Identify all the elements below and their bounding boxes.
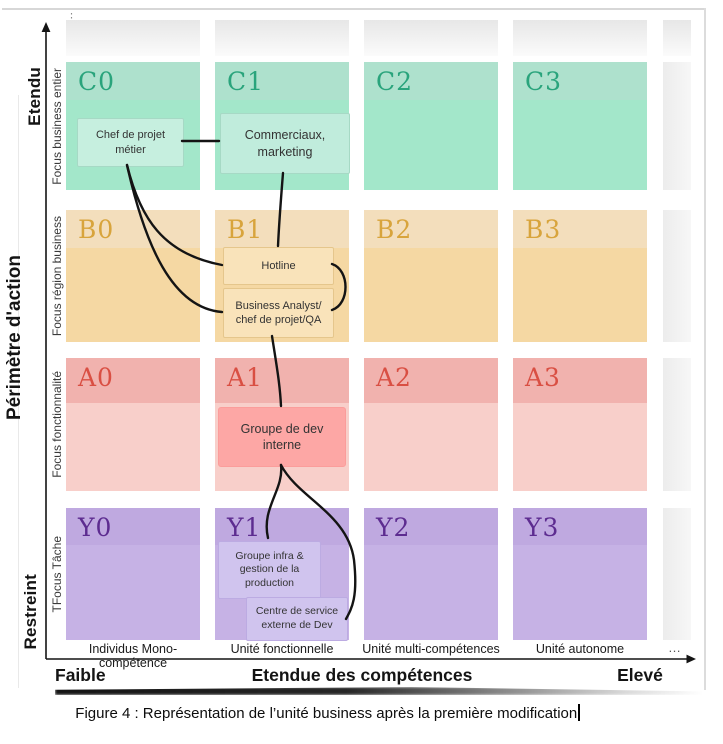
- y-axis-top-label-text: Etendu: [25, 66, 44, 126]
- box-business-analyst: Business Analyst/chef de projet/QA: [223, 288, 334, 338]
- top-continuation-ellipsis: ⋮: [66, 12, 77, 24]
- column-label-unite-fonctionnelle: Unité fonctionnelle: [230, 642, 334, 656]
- y-axis-title-text: Périmètre d'action: [4, 254, 25, 421]
- x-axis-arrowhead: [686, 654, 696, 664]
- cell-B0: B0: [66, 210, 200, 342]
- row-label-focus-fonctionnalite: Focus fonctionnalité: [49, 371, 64, 478]
- cell-code: C2: [376, 67, 414, 96]
- cell-band: [215, 62, 349, 100]
- column-label-individus: Individus Mono-compétence: [88, 642, 178, 670]
- cell-B3: B3: [513, 210, 647, 342]
- figure-caption[interactable]: Figure 4 : Représentation de l’unité bus…: [0, 704, 655, 722]
- cell-C3: C3: [513, 62, 647, 190]
- cell-code: Y0: [78, 513, 113, 542]
- partial-cell-right: [663, 210, 691, 342]
- cell-code: B2: [376, 215, 413, 244]
- partial-cell-top: [215, 20, 349, 56]
- cell-A0: A0: [66, 358, 200, 491]
- cell-band: [513, 508, 647, 545]
- cell-band: [66, 508, 200, 545]
- figure-border-left: [18, 95, 19, 688]
- cell-band: [364, 358, 498, 403]
- cell-A2: A2: [364, 358, 498, 491]
- row-label-focus-region-business: Focus région business: [49, 215, 64, 337]
- x-axis-title: Etendue des compétences: [251, 665, 473, 685]
- cell-code: C3: [525, 67, 563, 96]
- cell-A3: A3: [513, 358, 647, 491]
- row-label-focus-business-entier: Focus business entier: [49, 67, 64, 185]
- partial-cell-right: [663, 62, 691, 190]
- cell-band: [513, 210, 647, 248]
- cell-band: [66, 62, 200, 100]
- column-label-unite-autonome: Unité autonome: [535, 642, 625, 656]
- figure-border-right: [704, 8, 706, 690]
- cell-code: B3: [525, 215, 562, 244]
- cell-Y3: Y3: [513, 508, 647, 640]
- y-axis-arrowhead: [41, 22, 51, 32]
- box-groupe-de-dev-interne: Groupe de dev interne: [218, 407, 346, 467]
- figure-caption-text: Figure 4 : Représentation de l’unité bus…: [75, 705, 578, 722]
- column-label-unite-multi-competences: Unité multi-compétences: [362, 642, 500, 656]
- row-label-focus-tache: TFocus Tâche: [49, 535, 64, 613]
- box-commerciaux-marketing: Commerciaux, marketing: [220, 113, 350, 174]
- cell-band: [364, 210, 498, 248]
- y-axis-bottom-label-text: Restreint: [21, 574, 40, 650]
- cell-band: [66, 358, 200, 403]
- figure-border-top: [2, 8, 706, 10]
- cell-code: Y2: [376, 513, 411, 542]
- box-groupe-infra: Groupe infra & gestion de la production: [218, 541, 321, 599]
- partial-cell-top: [513, 20, 647, 56]
- partial-cell-right: [663, 358, 691, 491]
- y-axis-bottom-label: Restreint: [20, 570, 42, 654]
- x-axis-right-label: Elevé: [617, 665, 663, 685]
- cell-C2: C2: [364, 62, 498, 190]
- x-axis-left-label: Faible: [55, 665, 106, 685]
- cell-code: Y3: [525, 513, 560, 542]
- cell-B2: B2: [364, 210, 498, 342]
- cell-band: [513, 358, 647, 403]
- cell-code: A0: [78, 363, 114, 392]
- partial-cell-top: [364, 20, 498, 56]
- cell-Y2: Y2: [364, 508, 498, 640]
- right-continuation-ellipsis: …: [668, 640, 681, 655]
- cell-code: Y1: [227, 513, 262, 542]
- cell-code: B0: [78, 215, 115, 244]
- box-chef-de-projet-metier: Chef de projet métier: [77, 118, 184, 167]
- cell-code: A1: [227, 363, 263, 392]
- figure-drop-shadow: [55, 687, 703, 695]
- box-hotline: Hotline: [223, 247, 334, 285]
- y-axis-title: Périmètre d'action: [2, 240, 28, 435]
- cell-Y0: Y0: [66, 508, 200, 640]
- cell-code: C0: [78, 67, 116, 96]
- cell-band: [364, 62, 498, 100]
- partial-cell-corner: [663, 20, 691, 56]
- partial-cell-right: [663, 508, 691, 640]
- y-axis-top-label: Etendu: [24, 40, 46, 152]
- cell-band: [364, 508, 498, 545]
- partial-cell-top: [66, 20, 200, 56]
- cell-code: B1: [227, 215, 264, 244]
- text-cursor: [578, 704, 580, 721]
- cell-code: A2: [376, 363, 412, 392]
- box-centre-de-service-externe: Centre de service externe de Dev: [246, 597, 348, 641]
- cell-band: [513, 62, 647, 100]
- cell-code: A3: [525, 363, 561, 392]
- cell-code: C1: [227, 67, 265, 96]
